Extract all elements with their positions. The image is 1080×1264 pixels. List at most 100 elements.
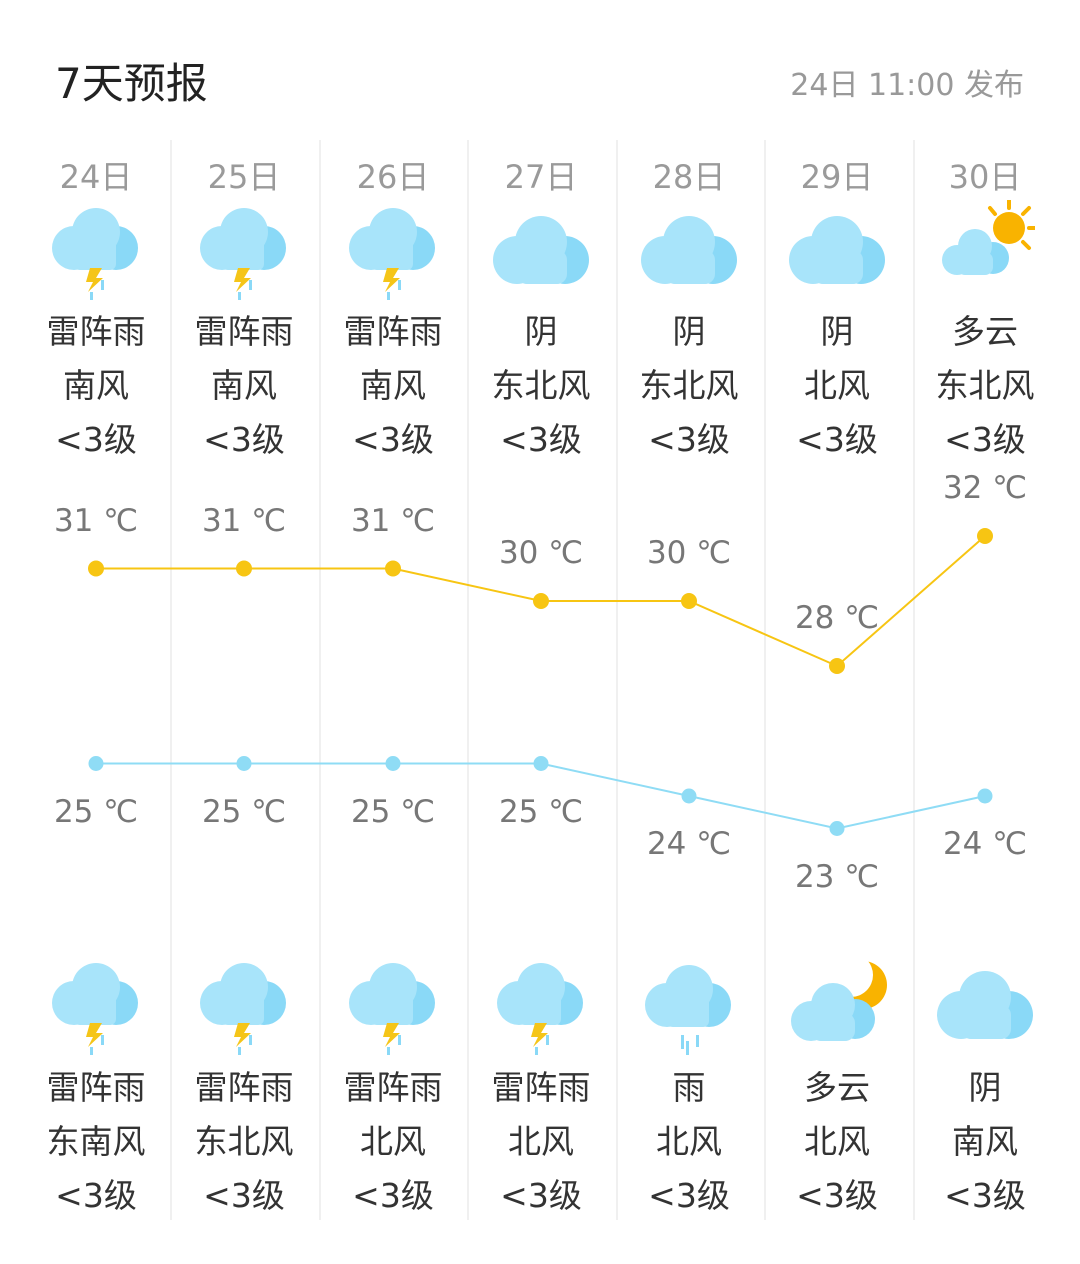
high-temp-label: 31 ℃ bbox=[201, 502, 287, 539]
high-temp-label: 30 ℃ bbox=[646, 535, 732, 571]
partly-cloudy-moon-icon bbox=[787, 953, 887, 1055]
column-divider bbox=[615, 140, 618, 1220]
high-temp-point bbox=[385, 560, 401, 577]
publish-time: 24日 11:00 发布 bbox=[790, 68, 1024, 103]
night-wind: 北风 bbox=[804, 1122, 870, 1161]
low-temp-point bbox=[977, 788, 993, 804]
night-weather: 阴 bbox=[968, 1068, 1002, 1107]
day-weather: 多云 bbox=[952, 312, 1018, 351]
column-divider bbox=[764, 140, 766, 1220]
low-temp-label: 25 ℃ bbox=[201, 793, 287, 830]
low-temp-point bbox=[385, 756, 401, 771]
day-wind: 南风 bbox=[360, 366, 426, 405]
column-divider bbox=[318, 140, 321, 1220]
high-temp-label: 30 ℃ bbox=[498, 535, 584, 571]
night-wind-level: <3级 bbox=[648, 1176, 730, 1215]
day-wind-level: <3级 bbox=[648, 420, 730, 459]
forecast-day-column[interactable]: 24日 雷阵雨 南风 <3级 雷阵雨 东南风 <3级 bbox=[22, 0, 170, 1264]
low-temp-label: 25 ℃ bbox=[350, 793, 436, 830]
thunder-rain-icon bbox=[46, 200, 146, 301]
page-title: 7天预报 bbox=[55, 59, 208, 108]
night-weather: 雨 bbox=[672, 1068, 706, 1107]
thunder-rain-icon bbox=[343, 955, 443, 1056]
low-temp-label: 25 ℃ bbox=[498, 793, 584, 830]
low-temp-point bbox=[681, 788, 697, 804]
thunder-rain-icon bbox=[194, 200, 294, 301]
night-weather: 多云 bbox=[804, 1068, 870, 1107]
high-temp-label: 32 ℃ bbox=[942, 470, 1028, 506]
night-wind-level: <3级 bbox=[944, 1176, 1026, 1215]
low-temp-point bbox=[88, 756, 104, 771]
forecast-day-column[interactable]: 27日 阴 东北风 <3级 雷阵雨 北风 <3级 bbox=[467, 0, 615, 1264]
high-temp-label: 28 ℃ bbox=[794, 600, 880, 636]
night-wind-level: <3级 bbox=[796, 1176, 878, 1215]
forecast-day-column[interactable]: 25日 雷阵雨 南风 <3级 雷阵雨 东北风 <3级 bbox=[170, 0, 318, 1264]
night-wind: 北风 bbox=[656, 1122, 722, 1161]
night-weather: 雷阵雨 bbox=[491, 1068, 591, 1107]
day-date: 30日 bbox=[948, 158, 1022, 196]
high-temp-point bbox=[533, 593, 549, 609]
high-temp-label: 31 ℃ bbox=[350, 502, 436, 539]
night-wind: 东南风 bbox=[46, 1122, 146, 1161]
night-weather: 雷阵雨 bbox=[46, 1068, 146, 1107]
night-wind-level: <3级 bbox=[203, 1176, 285, 1215]
day-wind: 南风 bbox=[211, 366, 277, 405]
night-weather: 雷阵雨 bbox=[194, 1068, 294, 1107]
night-wind: 东北风 bbox=[194, 1122, 294, 1161]
day-date: 29日 bbox=[800, 158, 874, 196]
day-wind-level: <3级 bbox=[203, 420, 285, 459]
low-temp-label: 23 ℃ bbox=[794, 858, 880, 895]
day-date: 27日 bbox=[504, 158, 578, 196]
day-wind-level: <3级 bbox=[55, 420, 137, 459]
low-temp-point bbox=[829, 821, 845, 836]
day-wind: 东北风 bbox=[491, 366, 591, 405]
day-wind-level: <3级 bbox=[796, 420, 878, 459]
rain-icon bbox=[639, 955, 739, 1055]
day-date: 25日 bbox=[207, 158, 281, 196]
low-temp-label: 24 ℃ bbox=[942, 826, 1028, 862]
day-date: 26日 bbox=[356, 158, 430, 196]
day-wind: 北风 bbox=[804, 366, 870, 405]
night-wind: 北风 bbox=[360, 1122, 426, 1161]
night-wind-level: <3级 bbox=[500, 1176, 582, 1215]
high-temp-label: 31 ℃ bbox=[53, 502, 139, 539]
night-wind: 南风 bbox=[952, 1122, 1018, 1161]
column-divider bbox=[170, 140, 172, 1220]
high-temp-point bbox=[829, 658, 845, 674]
high-temp-point bbox=[977, 528, 993, 544]
thunder-rain-icon bbox=[46, 955, 146, 1056]
day-wind-level: <3级 bbox=[944, 420, 1026, 459]
day-weather: 雷阵雨 bbox=[343, 312, 443, 351]
overcast-icon bbox=[639, 200, 739, 300]
low-temp-label: 24 ℃ bbox=[646, 826, 732, 862]
thunder-rain-icon bbox=[194, 955, 294, 1056]
overcast-icon bbox=[491, 200, 591, 300]
low-temp-point bbox=[533, 756, 549, 771]
overcast-icon bbox=[787, 200, 887, 300]
day-wind: 东北风 bbox=[639, 366, 739, 405]
night-weather: 雷阵雨 bbox=[343, 1068, 443, 1107]
day-wind: 南风 bbox=[63, 366, 129, 405]
overcast-icon bbox=[935, 955, 1035, 1055]
forecast-day-column[interactable]: 29日 阴 北风 <3级 多云 北风 <3级 bbox=[763, 0, 911, 1264]
forecast-day-column[interactable]: 28日 阴 东北风 <3级 雨 北风 <3级 bbox=[615, 0, 763, 1264]
thunder-rain-icon bbox=[491, 955, 591, 1056]
night-wind: 北风 bbox=[508, 1122, 574, 1161]
day-wind: 东北风 bbox=[935, 366, 1035, 405]
forecast-day-column[interactable]: 26日 雷阵雨 南风 <3级 雷阵雨 北风 <3级 bbox=[319, 0, 467, 1264]
day-wind-level: <3级 bbox=[500, 420, 582, 459]
day-date: 28日 bbox=[652, 158, 726, 196]
low-temp-point bbox=[236, 756, 252, 771]
day-weather: 阴 bbox=[672, 312, 706, 351]
day-date: 24日 bbox=[59, 158, 133, 196]
day-wind-level: <3级 bbox=[352, 420, 434, 459]
column-divider bbox=[467, 140, 469, 1220]
night-wind-level: <3级 bbox=[352, 1176, 434, 1215]
low-temp-label: 25 ℃ bbox=[53, 793, 139, 830]
column-divider bbox=[912, 140, 915, 1220]
forecast-day-column[interactable]: 30日 多云 东北风 <3级 阴 南风 <3级 bbox=[911, 0, 1059, 1264]
high-temp-point bbox=[681, 593, 697, 609]
day-weather: 雷阵雨 bbox=[194, 312, 294, 351]
day-weather: 雷阵雨 bbox=[46, 312, 146, 351]
day-weather: 阴 bbox=[820, 312, 854, 351]
